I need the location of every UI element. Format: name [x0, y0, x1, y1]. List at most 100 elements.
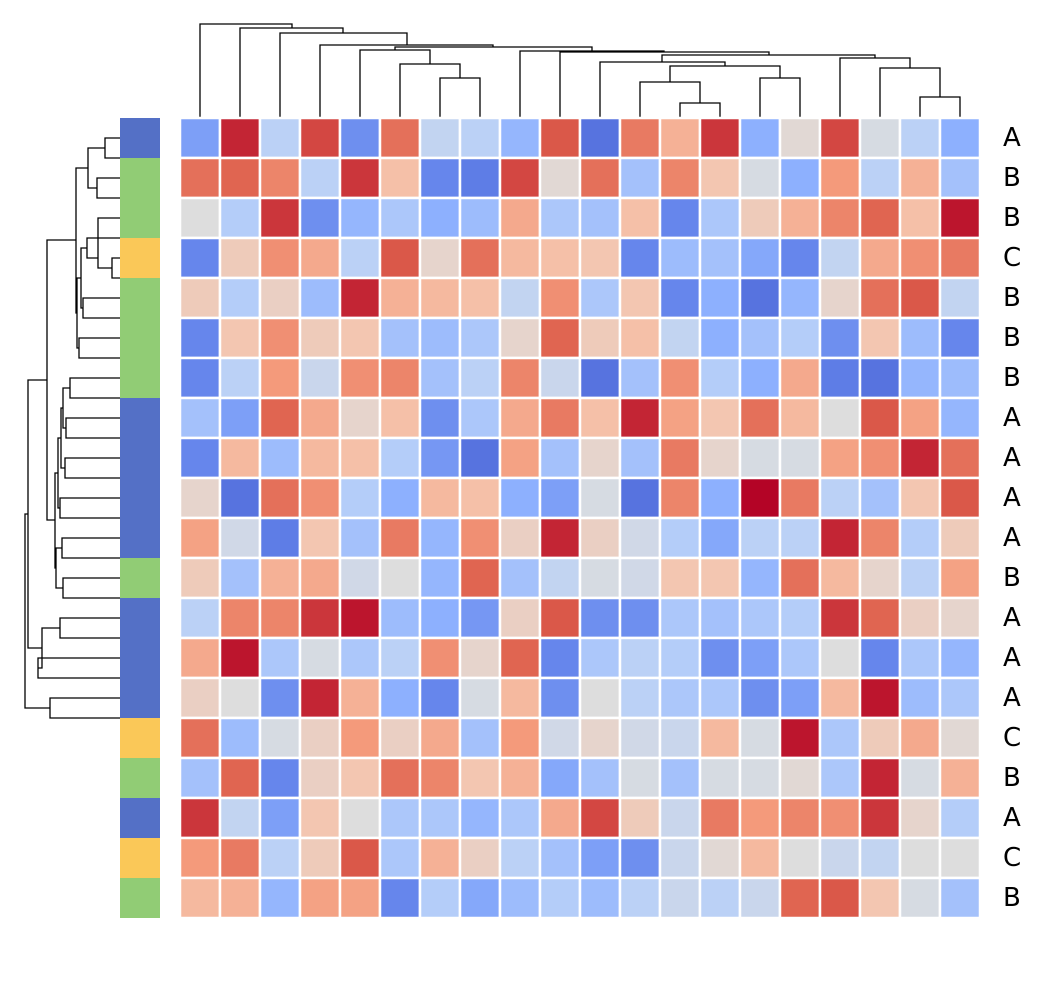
- heatmap-cell: [298, 676, 342, 720]
- heatmap-cell: [378, 316, 422, 360]
- heatmap-cell: [338, 516, 382, 560]
- heatmap-cell: [778, 756, 822, 800]
- row-dendro-link: [27, 379, 47, 649]
- heatmap-cell: [938, 356, 982, 400]
- heatmap-cell: [418, 796, 462, 840]
- heatmap-cell: [298, 236, 342, 280]
- row-label: B: [1003, 563, 1021, 593]
- heatmap-cell: [938, 196, 982, 240]
- heatmap-cell: [338, 796, 382, 840]
- heatmap-cell: [458, 796, 502, 840]
- heatmap-cell: [738, 436, 782, 480]
- heatmap-cell: [258, 156, 302, 200]
- col-dendro-link: [279, 32, 408, 119]
- heatmap-cell: [618, 636, 662, 680]
- heatmap-cell: [258, 836, 302, 880]
- heatmap-cell: [538, 236, 582, 280]
- heatmap-cell: [178, 836, 222, 880]
- heatmap-cell: [938, 716, 982, 760]
- heatmap-cell: [738, 316, 782, 360]
- heatmap-cell: [498, 516, 542, 560]
- heatmap-cell: [378, 516, 422, 560]
- heatmap-cell: [938, 396, 982, 440]
- row-label: B: [1003, 883, 1021, 913]
- heatmap-cell: [618, 356, 662, 400]
- heatmap-cell: [458, 716, 502, 760]
- heatmap-cell: [338, 716, 382, 760]
- heatmap-cell: [258, 756, 302, 800]
- heatmap-cell: [498, 596, 542, 640]
- heatmap-cell: [338, 556, 382, 600]
- heatmap-cell: [658, 236, 702, 280]
- heatmap-cell: [178, 556, 222, 600]
- heatmap-cell: [418, 556, 462, 600]
- col-dendro-link: [759, 77, 801, 119]
- heatmap-cell: [618, 756, 662, 800]
- row-color-swatch: [120, 198, 160, 238]
- heatmap-cell: [458, 356, 502, 400]
- heatmap-cell: [778, 396, 822, 440]
- heatmap-cell: [298, 876, 342, 920]
- heatmap-cell: [378, 716, 422, 760]
- heatmap-cell: [618, 236, 662, 280]
- heatmap-cell: [498, 396, 542, 440]
- row-color-swatch: [120, 438, 160, 478]
- col-dendro-link: [239, 27, 344, 119]
- heatmap-cell: [298, 756, 342, 800]
- heatmap-cell: [338, 396, 382, 440]
- heatmap-cell: [378, 556, 422, 600]
- heatmap-cell: [778, 836, 822, 880]
- heatmap-cell: [578, 596, 622, 640]
- heatmap-cell: [298, 276, 342, 320]
- heatmap-cell: [498, 276, 542, 320]
- heatmap-cell: [258, 476, 302, 520]
- heatmap-cell: [818, 756, 862, 800]
- heatmap-cell: [178, 156, 222, 200]
- heatmap-cell: [778, 516, 822, 560]
- heatmap-cell: [778, 236, 822, 280]
- heatmap-cell: [458, 836, 502, 880]
- heatmap-cell: [218, 436, 262, 480]
- heatmap-cell: [738, 676, 782, 720]
- heatmap-cell: [858, 236, 902, 280]
- row-color-swatch: [120, 398, 160, 438]
- row-dendro-link: [96, 177, 120, 199]
- heatmap-cell: [458, 196, 502, 240]
- heatmap-cell: [538, 836, 582, 880]
- heatmap-cell: [498, 876, 542, 920]
- heatmap-cell: [858, 836, 902, 880]
- row-dendro-link: [82, 297, 120, 319]
- heatmap-cell: [818, 356, 862, 400]
- row-label: A: [1003, 643, 1021, 673]
- heatmap-cell: [858, 716, 902, 760]
- heatmap-cell: [938, 156, 982, 200]
- heatmap-cell: [498, 196, 542, 240]
- heatmap-cell: [778, 436, 822, 480]
- heatmap-cell: [338, 636, 382, 680]
- heatmap-cell: [738, 836, 782, 880]
- heatmap-cell: [258, 436, 302, 480]
- heatmap-cell: [698, 356, 742, 400]
- heatmap-cell: [458, 276, 502, 320]
- heatmap-cell: [298, 116, 342, 160]
- heatmap-cell: [898, 156, 942, 200]
- heatmap-cell: [218, 876, 262, 920]
- row-dendro-link: [75, 167, 88, 314]
- row-color-swatch: [120, 598, 160, 638]
- heatmap-cell: [258, 596, 302, 640]
- heatmap-cell: [658, 276, 702, 320]
- heatmap-cell: [938, 876, 982, 920]
- heatmap-cell: [338, 436, 382, 480]
- heatmap-cell: [618, 836, 662, 880]
- heatmap-cell: [658, 196, 702, 240]
- heatmap-cell: [658, 356, 702, 400]
- heatmap-cell: [938, 676, 982, 720]
- heatmap-cell: [778, 676, 822, 720]
- heatmap-cell: [418, 396, 462, 440]
- heatmap-cell: [178, 636, 222, 680]
- row-color-swatch: [120, 318, 160, 358]
- heatmap-cell: [458, 516, 502, 560]
- heatmap-cell: [698, 756, 742, 800]
- heatmap-cell: [418, 196, 462, 240]
